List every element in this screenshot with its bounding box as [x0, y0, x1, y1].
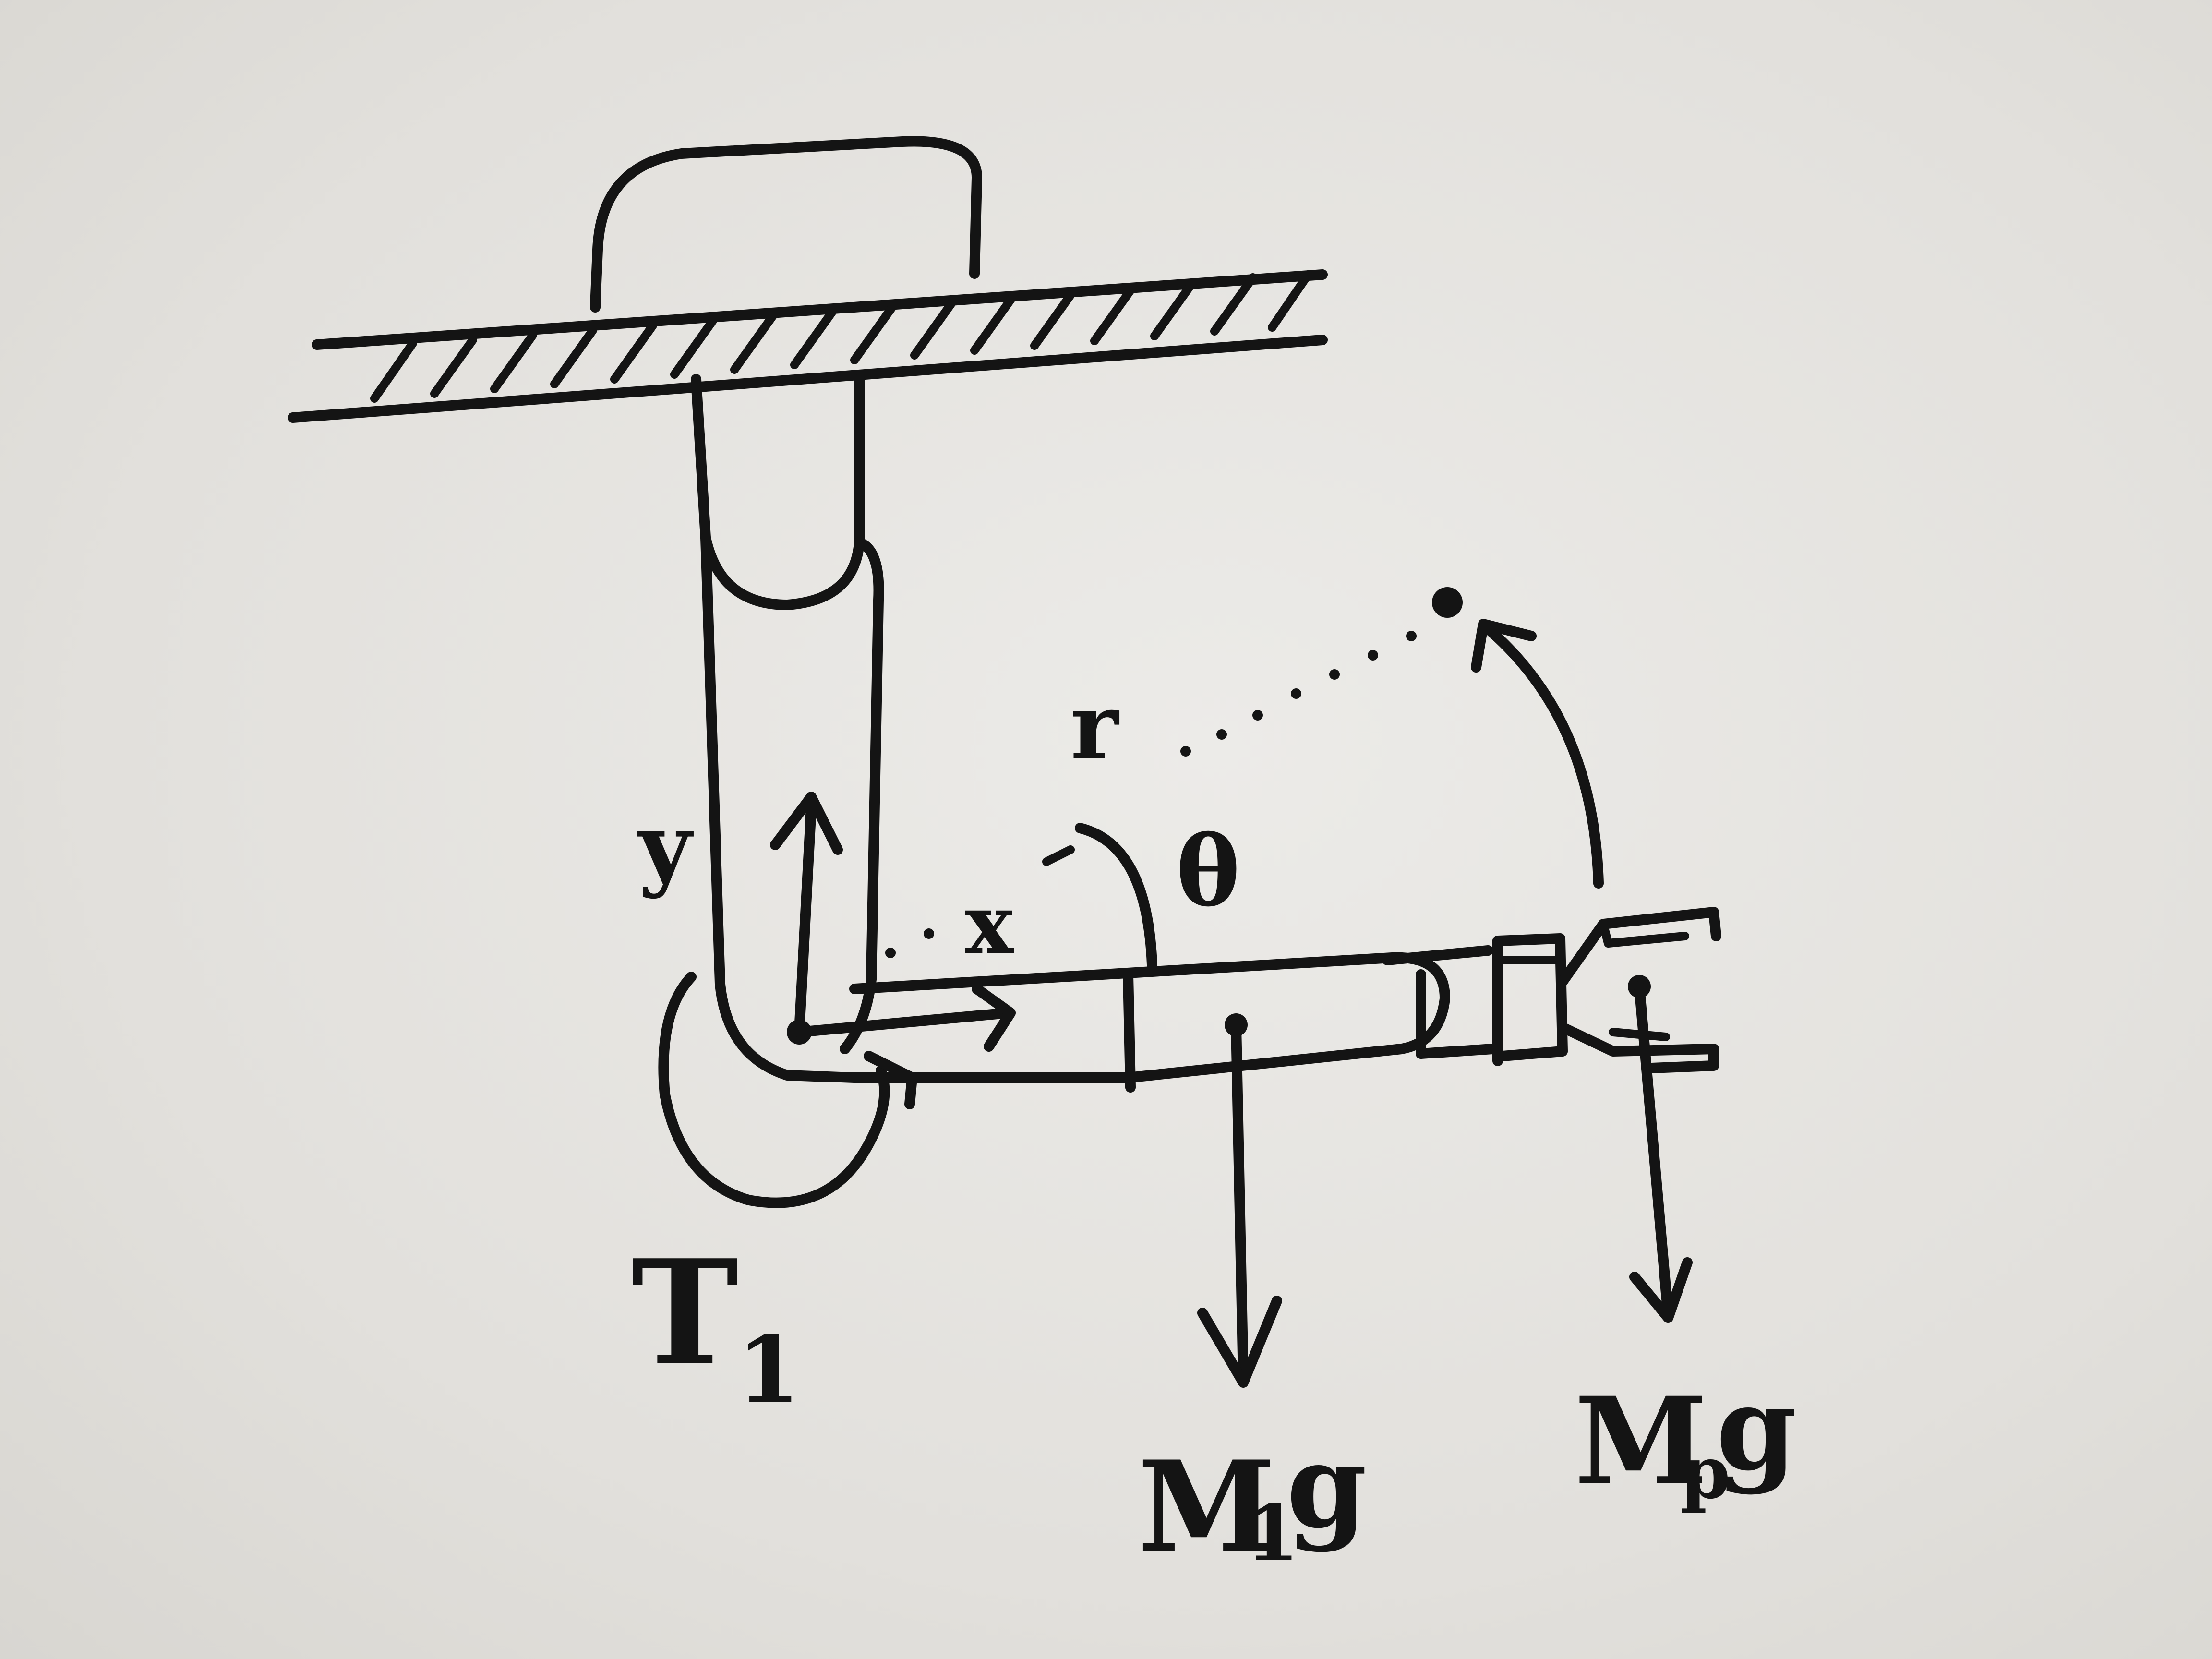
end-point — [1432, 587, 1463, 618]
payload-weight-label-g: g — [1716, 1361, 1797, 1496]
payload-weight-arrow — [1628, 975, 1693, 1323]
link-weight-label-subscript: 1 — [1246, 1488, 1299, 1578]
payload-weight-label-main: M — [1575, 1370, 1707, 1512]
ceiling-hatching — [370, 270, 1312, 403]
link-weight-label-g: g — [1286, 1419, 1367, 1554]
coordinate-frame — [770, 792, 1016, 1052]
arm-link — [849, 936, 1503, 1093]
rotation-arrow — [1471, 619, 1604, 889]
gripper — [1492, 907, 1721, 1073]
radius-line — [885, 587, 1463, 958]
link-weight-label-main: M — [1138, 1434, 1276, 1580]
ceiling-mount — [288, 136, 1328, 423]
torque-label-main: T — [631, 1228, 738, 1397]
x-axis-label: x — [965, 877, 1014, 973]
link-weight-label: M 1 g — [1138, 1419, 1367, 1580]
link-weight-arrow — [1197, 1013, 1282, 1388]
vertical-column — [691, 374, 884, 1083]
payload-weight-label: M p g — [1575, 1361, 1797, 1515]
torque-label-subscript: 1 — [737, 1316, 800, 1423]
y-axis-arrow — [794, 801, 817, 1037]
payload-weight-label-subscript: p — [1680, 1431, 1731, 1515]
angle-arc — [1075, 823, 1157, 970]
radius-label: r — [1070, 673, 1120, 780]
angle-label: θ — [1176, 815, 1240, 928]
torque-label: T 1 — [631, 1228, 800, 1423]
y-axis-label: y — [637, 793, 694, 900]
torque-arrow — [658, 972, 917, 1208]
x-axis-arrow — [794, 1008, 1013, 1037]
